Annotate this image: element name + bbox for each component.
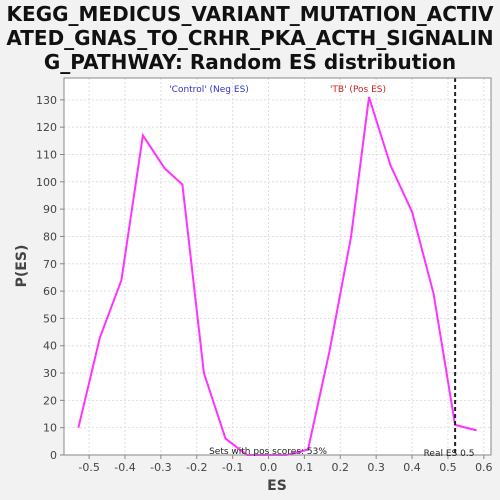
x-tick-label: 0.6	[475, 461, 493, 474]
pos-scores-label: Sets with pos scores: 53%	[209, 447, 327, 457]
x-tick-label: 0.4	[403, 461, 421, 474]
y-tick-label: 20	[43, 394, 57, 407]
x-tick-label: 0.0	[260, 461, 278, 474]
x-axis-label: ES	[267, 478, 287, 494]
plot-area	[64, 78, 491, 455]
plot-frame	[63, 77, 492, 456]
x-axis-ticks: -0.5 -0.4 -0.3 -0.2 -0.1 0.0 0.1 0.2 0.3 0.4 0.5 0.…	[78, 455, 493, 474]
y-tick-label: 0	[50, 449, 57, 462]
y-tick-label: 90	[43, 203, 57, 216]
y-tick-label: 30	[43, 367, 57, 380]
chart-title: KEGG_MEDICUS_VARIANT_MUTATION_ACTIV ATED…	[0, 2, 500, 74]
title-line-1: KEGG_MEDICUS_VARIANT_MUTATION_ACTIV	[6, 2, 494, 26]
y-axis-label: P(ES)	[14, 245, 30, 288]
real-es-label: Real ES 0.5	[424, 449, 475, 459]
x-tick-label: 0.3	[367, 461, 385, 474]
y-tick-label: 120	[36, 121, 57, 134]
pos-es-label: 'TB' (Pos ES)	[330, 85, 386, 95]
y-tick-label: 130	[36, 94, 57, 107]
y-tick-label: 10	[43, 422, 57, 435]
y-axis-ticks: 0 10 20 30 40 50 60 70 80 90 100 110 120 130	[36, 94, 64, 462]
x-tick-label: 0.2	[332, 461, 350, 474]
grid	[64, 78, 491, 456]
y-tick-label: 110	[36, 148, 57, 161]
x-tick-label: -0.5	[78, 461, 99, 474]
x-tick-label: 0.5	[439, 461, 457, 474]
neg-es-label: 'Control' (Neg ES)	[169, 85, 249, 95]
y-tick-label: 40	[43, 340, 57, 353]
title-line-2: ATED_GNAS_TO_CRHR_PKA_ACTH_SIGNALIN	[6, 26, 494, 50]
y-tick-label: 60	[43, 285, 57, 298]
title-line-3: G_PATHWAY: Random ES distribution	[43, 50, 457, 74]
y-tick-label: 80	[43, 230, 57, 243]
x-tick-label: -0.4	[114, 461, 135, 474]
y-tick-label: 100	[36, 176, 57, 189]
x-tick-label: 0.1	[296, 461, 314, 474]
y-tick-label: 70	[43, 258, 57, 271]
x-tick-label: -0.1	[222, 461, 243, 474]
y-tick-label: 50	[43, 312, 57, 325]
x-tick-label: -0.3	[150, 461, 171, 474]
x-tick-label: -0.2	[186, 461, 207, 474]
